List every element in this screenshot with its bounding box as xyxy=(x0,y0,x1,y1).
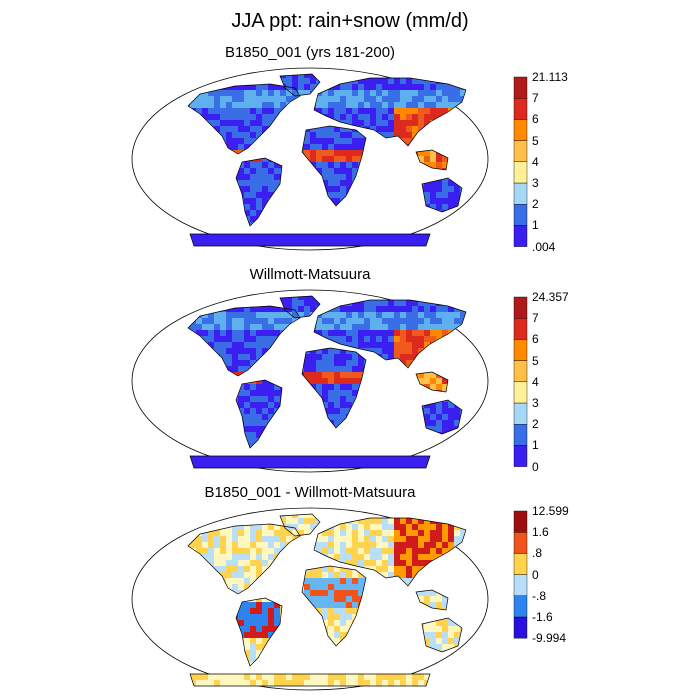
colorbar-box xyxy=(513,98,528,120)
colorbar-box xyxy=(513,445,528,467)
map-model xyxy=(131,67,489,251)
colorbar-box xyxy=(513,423,528,446)
map-difference xyxy=(131,507,489,691)
colorbar-tick-label: 0 xyxy=(532,459,539,474)
colorbar-tick-label: 5 xyxy=(532,353,539,368)
colorbar-box xyxy=(513,225,528,247)
colorbar-box xyxy=(513,339,528,361)
colorbar-box xyxy=(513,574,528,596)
colorbar-box xyxy=(513,203,528,226)
colorbar-box xyxy=(513,616,528,639)
colorbar-tick-label: .004 xyxy=(532,239,556,254)
colorbar-tick-label: 2 xyxy=(532,417,539,432)
colorbar-tick-label: -9.994 xyxy=(532,631,567,646)
colorbar-box xyxy=(513,381,528,404)
colorbar-tick-label: 2 xyxy=(532,197,539,212)
colorbar-tick-label: 1 xyxy=(532,218,539,233)
colorbar-box xyxy=(513,510,528,533)
colorbar-tick-label: 12.599 xyxy=(532,504,569,518)
panel-title-difference: B1850_001 - Willmott-Matsuura xyxy=(204,484,416,501)
colorbar-tick-label: 1 xyxy=(532,438,539,453)
colorbar-box xyxy=(513,119,528,141)
colorbar-tick-label: 3 xyxy=(532,176,539,190)
colorbar-box xyxy=(513,182,528,205)
colorbar-tick-label: 4 xyxy=(532,154,539,169)
coastlines xyxy=(187,513,467,687)
colorbar-box xyxy=(513,532,528,554)
colorbar-tick-label: -1.6 xyxy=(532,610,553,624)
colorbar-box xyxy=(513,161,528,184)
colorbar-tick-label: 6 xyxy=(532,332,539,347)
colorbar-tick-label: .8 xyxy=(532,546,543,561)
colorbar-tick-label: 1.6 xyxy=(532,525,549,540)
panel-title-observed: Willmott-Matsuura xyxy=(249,266,371,283)
main-title: JJA ppt: rain+snow (mm/d) xyxy=(231,10,469,32)
colorbar-tick-label: 0 xyxy=(532,567,539,582)
colorbar-tick-label: 24.357 xyxy=(532,290,569,304)
colorbar-box xyxy=(513,296,528,319)
colorbar-tick-label: 3 xyxy=(532,396,539,410)
colorbar-box xyxy=(513,402,528,425)
colorbar-tick-label: 7 xyxy=(532,311,539,326)
coastlines xyxy=(187,73,467,247)
colorbar-box xyxy=(513,553,528,575)
colorbar-box xyxy=(513,140,528,162)
colorbar-tick-label: 7 xyxy=(532,91,539,106)
colorbar-tick-label: 4 xyxy=(532,374,539,389)
colorbar-box xyxy=(513,318,528,340)
colorbar-box xyxy=(513,360,528,382)
coastlines xyxy=(187,295,467,469)
colorbar-tick-label: -.8 xyxy=(532,588,547,603)
colorbar-tick-label: 6 xyxy=(532,112,539,127)
map-observed xyxy=(131,289,489,473)
colorbar-tick-label: 21.113 xyxy=(532,70,568,84)
colorbar-box xyxy=(513,76,528,99)
panel-title-model: B1850_001 (yrs 181-200) xyxy=(224,44,396,61)
colorbar-tick-label: 5 xyxy=(532,133,539,148)
colorbar-box xyxy=(513,595,528,618)
